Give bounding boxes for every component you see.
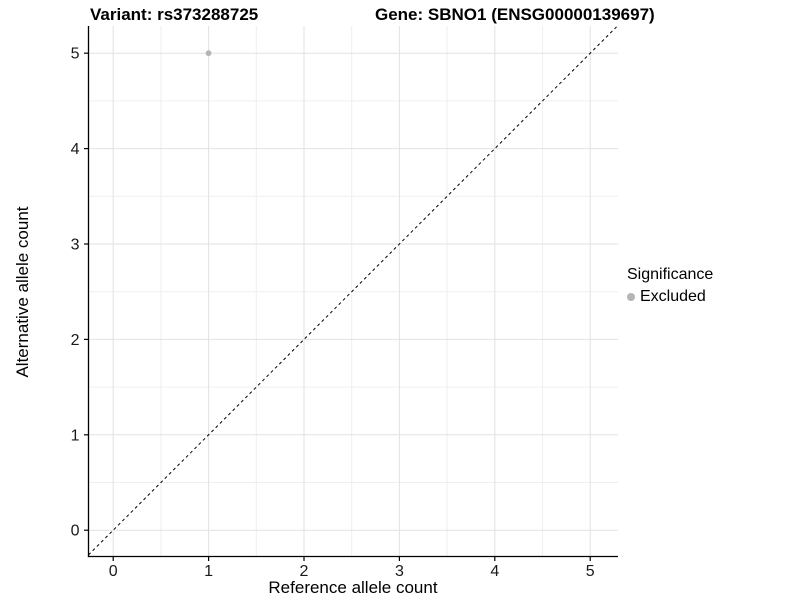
legend-item-excluded: Excluded bbox=[627, 288, 713, 306]
y-axis-title: Alternative allele count bbox=[13, 206, 32, 378]
x-axis-title-text: Reference allele count bbox=[268, 578, 438, 597]
legend-item-label: Excluded bbox=[640, 288, 706, 305]
y-tick-label: 3 bbox=[71, 237, 80, 254]
x-tick-label: 0 bbox=[109, 563, 118, 580]
y-tick-label: 0 bbox=[71, 523, 80, 540]
x-tick-label: 3 bbox=[395, 563, 404, 580]
x-tick-label: 1 bbox=[204, 563, 213, 580]
x-tick-label: 5 bbox=[586, 563, 595, 580]
identity-line bbox=[88, 25, 619, 556]
y-tick-label: 5 bbox=[71, 46, 80, 63]
y-tick-label: 2 bbox=[71, 332, 80, 349]
plot-title-variant: Variant: rs373288725 bbox=[90, 5, 259, 24]
x-tick-label: 2 bbox=[300, 563, 309, 580]
legend-title: Significance bbox=[627, 266, 714, 283]
y-tick-label: 1 bbox=[71, 427, 80, 444]
y-tick-label: 4 bbox=[71, 141, 80, 158]
data-point bbox=[205, 50, 212, 57]
x-axis-title: Reference allele count bbox=[0, 578, 800, 598]
x-tick-label: 4 bbox=[490, 563, 499, 580]
legend: Significance Excluded bbox=[627, 266, 713, 306]
legend-point-icon bbox=[627, 293, 635, 301]
plot-title-gene: Gene: SBNO1 (ENSG00000139697) bbox=[375, 5, 655, 24]
